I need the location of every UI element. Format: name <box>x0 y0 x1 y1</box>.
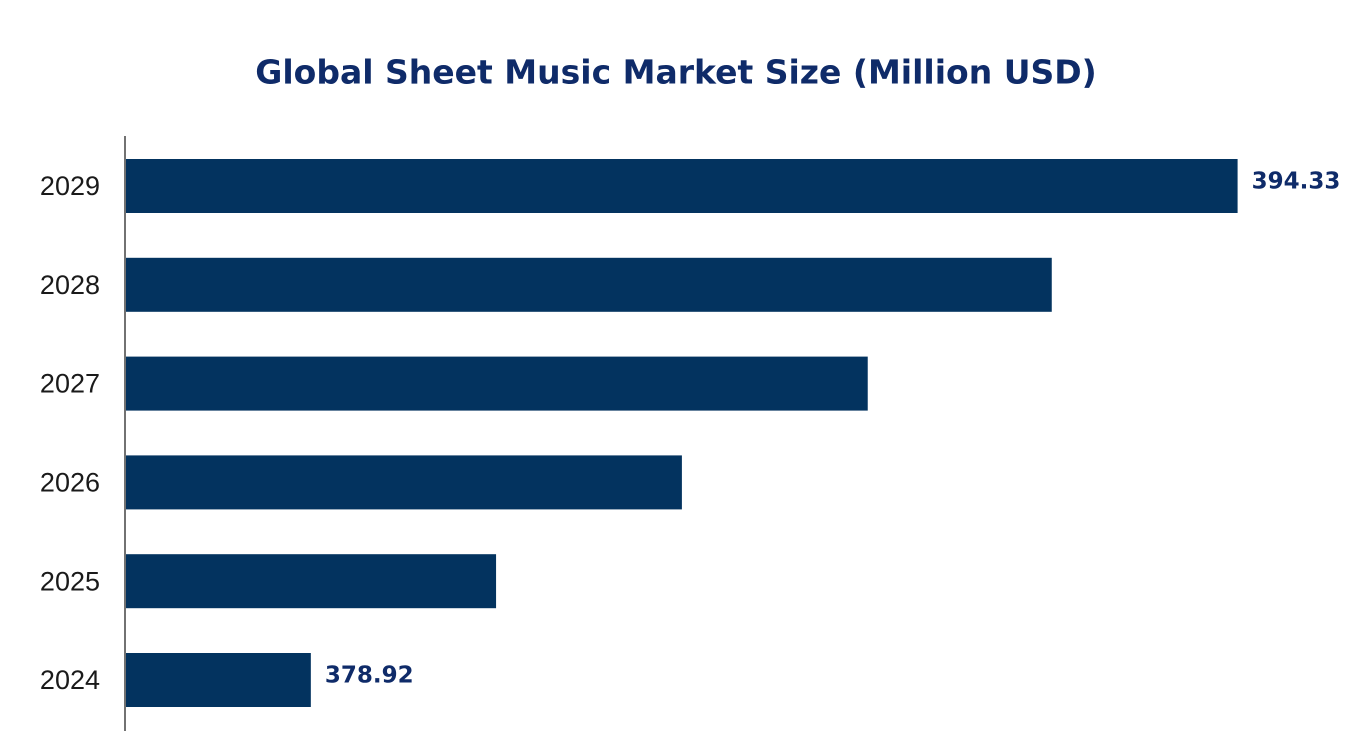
y-tick-label: 2024 <box>40 665 100 695</box>
bar <box>126 257 1052 312</box>
bar <box>126 455 682 510</box>
bar <box>126 653 311 707</box>
value-label: 394.33 <box>1252 169 1341 195</box>
value-label: 378.92 <box>325 663 414 689</box>
y-tick-label: 2025 <box>40 566 100 596</box>
y-tick-label: 2029 <box>40 171 100 201</box>
bar <box>126 554 497 609</box>
bar <box>126 356 868 411</box>
y-tick-label: 2028 <box>40 270 100 300</box>
y-tick-label: 2027 <box>40 369 100 399</box>
y-tick-label: 2026 <box>40 468 100 498</box>
chart-title: Global Sheet Music Market Size (Million … <box>255 53 1096 92</box>
bar <box>126 159 1238 213</box>
